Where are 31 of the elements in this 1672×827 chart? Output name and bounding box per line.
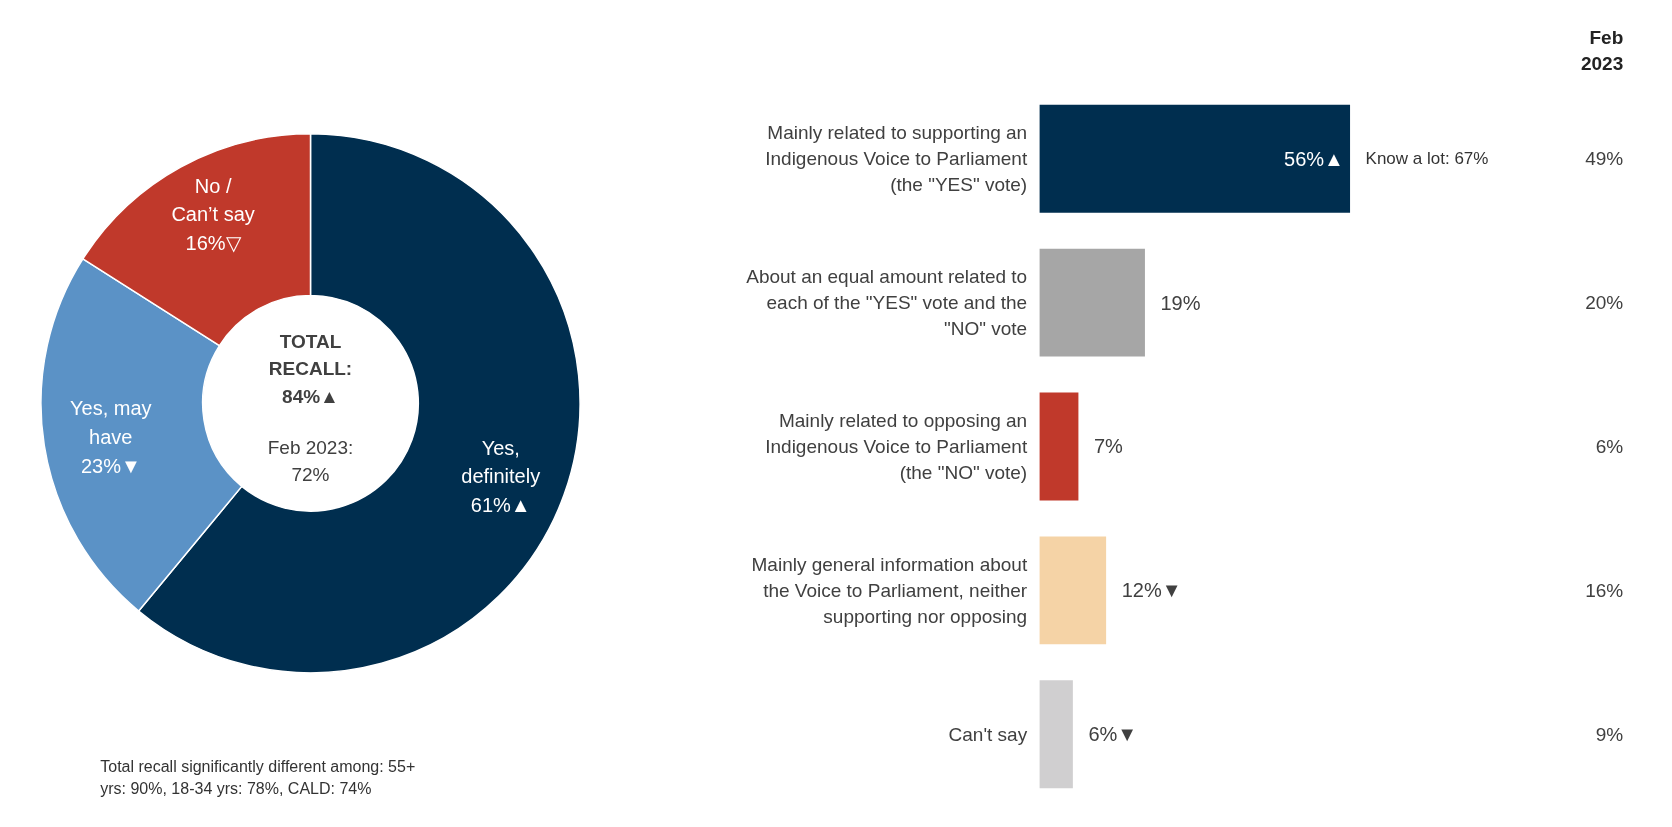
text: Feb 2023: 72% bbox=[267, 436, 354, 485]
bar bbox=[1039, 392, 1079, 501]
annotation: Know a lot: 67% bbox=[1365, 149, 1489, 169]
slice-label: Yes, may have bbox=[70, 397, 152, 449]
text: 16% bbox=[1585, 579, 1624, 601]
text: Total recall significantly different among: 55+ yrs: 90%, 18-34 yrs: 78%, CALD: 74% bbox=[100, 757, 416, 797]
data-label: 16%▽ bbox=[185, 231, 242, 254]
bar bbox=[1039, 680, 1073, 789]
bar bbox=[1039, 536, 1107, 645]
bar bbox=[1039, 248, 1145, 357]
text: 20% bbox=[1585, 292, 1624, 314]
slice-label: No / Can’t say bbox=[171, 174, 255, 226]
text: 6% bbox=[1595, 435, 1624, 457]
data-label: 56%▲ bbox=[1284, 147, 1344, 170]
y-tick-label: Mainly related to opposing an Indigenous Voice to Parliament (the "NO" vote) bbox=[765, 409, 1028, 484]
data-label: 61%▲ bbox=[470, 494, 531, 516]
y-tick-label: About an equal amount related to each of the "YES" vote and the "NO" vote bbox=[746, 265, 1028, 340]
data-label: 19% bbox=[1160, 291, 1201, 314]
text: 9% bbox=[1595, 723, 1624, 745]
text: TOTAL RECALL: 84%▲ bbox=[268, 330, 353, 407]
data-label: 7% bbox=[1093, 435, 1124, 458]
text: Feb 2023 bbox=[1580, 27, 1624, 75]
slice-label: Yes, definitely bbox=[461, 436, 541, 488]
y-tick-label: Can't say bbox=[948, 723, 1028, 745]
data-label: 23%▼ bbox=[80, 454, 141, 477]
y-tick-label: Mainly related to supporting an Indigenous Voice to Parliament (the "YES" vote) bbox=[765, 122, 1028, 196]
y-tick-label: Mainly general information about the Voice to Parliament, neither supporting nor opposing bbox=[751, 553, 1028, 628]
text: 49% bbox=[1585, 148, 1624, 170]
data-label: 12%▼ bbox=[1121, 579, 1182, 602]
bar bbox=[1039, 104, 1351, 213]
data-label: 6%▼ bbox=[1088, 723, 1138, 746]
